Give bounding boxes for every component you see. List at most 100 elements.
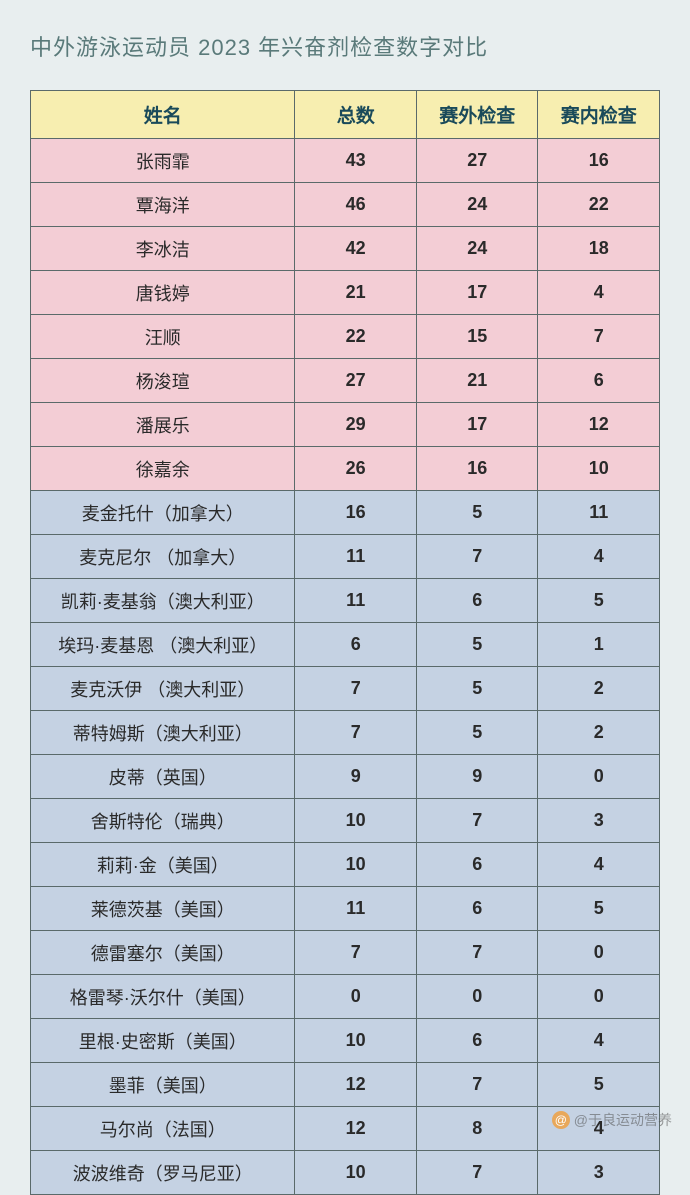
cell-in: 2: [538, 667, 660, 711]
table-row: 覃海洋462422: [31, 183, 660, 227]
table-row: 波波维奇（罗马尼亚）1073: [31, 1151, 660, 1195]
cell-out: 5: [416, 711, 538, 755]
table-row: 里根·史密斯（美国）1064: [31, 1019, 660, 1063]
table-row: 麦金托什（加拿大）16511: [31, 491, 660, 535]
cell-name: 潘展乐: [31, 403, 295, 447]
cell-name: 凯莉·麦基翁（澳大利亚）: [31, 579, 295, 623]
cell-name: 波波维奇（罗马尼亚）: [31, 1151, 295, 1195]
cell-name: 舍斯特伦（瑞典）: [31, 799, 295, 843]
cell-name: 格雷琴·沃尔什（美国）: [31, 975, 295, 1019]
cell-name: 莉莉·金（美国）: [31, 843, 295, 887]
table-row: 杨浚瑄27216: [31, 359, 660, 403]
table-row: 莱德茨基（美国）1165: [31, 887, 660, 931]
table-row: 汪顺22157: [31, 315, 660, 359]
cell-in: 2: [538, 711, 660, 755]
cell-out: 6: [416, 579, 538, 623]
cell-out: 6: [416, 887, 538, 931]
cell-name: 麦金托什（加拿大）: [31, 491, 295, 535]
cell-total: 12: [295, 1063, 417, 1107]
cell-total: 10: [295, 843, 417, 887]
cell-total: 27: [295, 359, 417, 403]
data-table: 姓名 总数 赛外检查 赛内检查 张雨霏432716覃海洋462422李冰洁422…: [30, 90, 660, 1195]
table-row: 李冰洁422418: [31, 227, 660, 271]
cell-in: 5: [538, 579, 660, 623]
cell-name: 覃海洋: [31, 183, 295, 227]
table-row: 埃玛·麦基恩 （澳大利亚）651: [31, 623, 660, 667]
cell-name: 张雨霏: [31, 139, 295, 183]
table-row: 蒂特姆斯（澳大利亚）752: [31, 711, 660, 755]
cell-in: 10: [538, 447, 660, 491]
cell-out: 5: [416, 491, 538, 535]
table-row: 凯莉·麦基翁（澳大利亚）1165: [31, 579, 660, 623]
cell-name: 李冰洁: [31, 227, 295, 271]
watermark: @ @于良运动营养: [552, 1110, 672, 1130]
col-header-name: 姓名: [31, 91, 295, 139]
cell-name: 蒂特姆斯（澳大利亚）: [31, 711, 295, 755]
weibo-icon: @: [552, 1111, 570, 1129]
cell-out: 21: [416, 359, 538, 403]
cell-total: 43: [295, 139, 417, 183]
cell-out: 16: [416, 447, 538, 491]
table-row: 格雷琴·沃尔什（美国）000: [31, 975, 660, 1019]
cell-total: 11: [295, 887, 417, 931]
cell-total: 7: [295, 931, 417, 975]
cell-total: 6: [295, 623, 417, 667]
cell-name: 唐钱婷: [31, 271, 295, 315]
cell-in: 16: [538, 139, 660, 183]
cell-out: 0: [416, 975, 538, 1019]
cell-total: 26: [295, 447, 417, 491]
cell-name: 杨浚瑄: [31, 359, 295, 403]
cell-in: 1: [538, 623, 660, 667]
cell-in: 12: [538, 403, 660, 447]
cell-out: 17: [416, 271, 538, 315]
cell-name: 里根·史密斯（美国）: [31, 1019, 295, 1063]
cell-total: 11: [295, 579, 417, 623]
table-row: 张雨霏432716: [31, 139, 660, 183]
table-row: 麦克沃伊 （澳大利亚）752: [31, 667, 660, 711]
table-row: 墨菲（美国）1275: [31, 1063, 660, 1107]
cell-total: 7: [295, 711, 417, 755]
cell-in: 4: [538, 271, 660, 315]
cell-out: 15: [416, 315, 538, 359]
cell-name: 汪顺: [31, 315, 295, 359]
cell-out: 6: [416, 1019, 538, 1063]
cell-in: 5: [538, 1063, 660, 1107]
cell-total: 9: [295, 755, 417, 799]
cell-in: 3: [538, 799, 660, 843]
col-header-in: 赛内检查: [538, 91, 660, 139]
cell-out: 9: [416, 755, 538, 799]
cell-in: 0: [538, 931, 660, 975]
cell-in: 18: [538, 227, 660, 271]
cell-out: 7: [416, 535, 538, 579]
table-row: 德雷塞尔（美国）770: [31, 931, 660, 975]
table-row: 唐钱婷21174: [31, 271, 660, 315]
cell-out: 7: [416, 1151, 538, 1195]
table-row: 麦克尼尔 （加拿大）1174: [31, 535, 660, 579]
cell-out: 7: [416, 931, 538, 975]
cell-name: 麦克沃伊 （澳大利亚）: [31, 667, 295, 711]
cell-total: 11: [295, 535, 417, 579]
cell-in: 22: [538, 183, 660, 227]
cell-total: 7: [295, 667, 417, 711]
cell-total: 10: [295, 1151, 417, 1195]
table-row: 莉莉·金（美国）1064: [31, 843, 660, 887]
cell-total: 16: [295, 491, 417, 535]
cell-out: 7: [416, 1063, 538, 1107]
table-row: 舍斯特伦（瑞典）1073: [31, 799, 660, 843]
cell-out: 7: [416, 799, 538, 843]
cell-in: 5: [538, 887, 660, 931]
cell-total: 10: [295, 1019, 417, 1063]
cell-in: 4: [538, 843, 660, 887]
cell-in: 11: [538, 491, 660, 535]
cell-out: 6: [416, 843, 538, 887]
cell-name: 墨菲（美国）: [31, 1063, 295, 1107]
watermark-text: @于良运动营养: [574, 1110, 672, 1130]
cell-name: 麦克尼尔 （加拿大）: [31, 535, 295, 579]
cell-total: 42: [295, 227, 417, 271]
cell-total: 10: [295, 799, 417, 843]
cell-name: 德雷塞尔（美国）: [31, 931, 295, 975]
cell-out: 27: [416, 139, 538, 183]
cell-in: 7: [538, 315, 660, 359]
col-header-total: 总数: [295, 91, 417, 139]
cell-in: 0: [538, 975, 660, 1019]
